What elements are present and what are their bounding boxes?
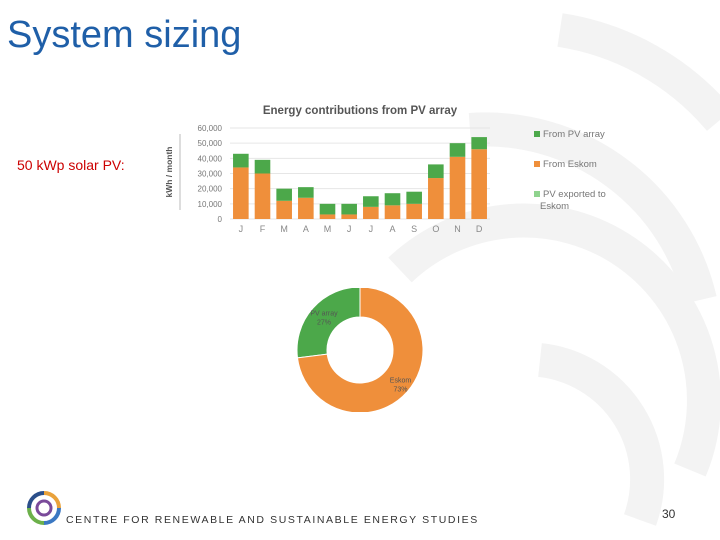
x-tick-label: N (454, 224, 461, 234)
bar-from-pv-array-10 (449, 143, 466, 157)
x-tick-label: M (324, 224, 332, 234)
bar-chart-title: Energy contributions from PV array (263, 105, 458, 117)
bar-from-pv-array-3 (298, 187, 314, 198)
donut-value-label: 27% (317, 319, 331, 326)
x-tick-label: F (260, 224, 266, 234)
donut-label: PV array (310, 310, 338, 317)
bar-from-pv-array-9 (428, 164, 444, 179)
y-tick-label: 40,000 (198, 154, 223, 163)
legend-swatch (534, 131, 540, 137)
y-tick-label: 0 (218, 215, 223, 224)
x-tick-label: A (303, 224, 309, 234)
x-tick-label: J (347, 224, 352, 234)
y-tick-label: 50,000 (198, 139, 223, 148)
bar-from-pv-array-5 (341, 203, 357, 215)
csres-logo-icon (27, 491, 61, 525)
legend-label: From Eskom (543, 159, 597, 170)
x-tick-label: J (239, 224, 244, 234)
bar-from-eskom-4 (319, 214, 336, 219)
energy-share-donut: PV array 27% Eskom 73% (296, 288, 424, 412)
bar-from-eskom-9 (428, 178, 444, 219)
bar-from-eskom-10 (449, 156, 466, 219)
donut-slice-pv-array (296, 288, 361, 359)
legend-label: From PV array (543, 129, 605, 140)
bar-chart-ylabel: kWh / month (164, 147, 174, 198)
x-tick-label: S (411, 224, 417, 234)
bar-from-pv-array-7 (384, 193, 401, 206)
y-tick-label: 30,000 (198, 170, 223, 179)
bar-from-pv-array-0 (233, 153, 249, 168)
bar-from-eskom-11 (471, 149, 487, 219)
energy-bar-chart: Energy contributions from PV array kWh /… (164, 105, 606, 234)
bar-from-eskom-6 (363, 206, 379, 219)
bar-from-pv-array-4 (319, 203, 336, 215)
page-number: 30 (662, 507, 676, 521)
bar-from-eskom-8 (406, 203, 422, 219)
bar-from-eskom-5 (341, 214, 357, 219)
bar-from-pv-array-8 (406, 191, 422, 204)
bar-from-eskom-2 (276, 200, 292, 219)
bar-from-eskom-7 (384, 205, 401, 219)
x-tick-label: J (369, 224, 374, 234)
system-size-label: 50 kWp solar PV: (17, 157, 125, 173)
bar-from-pv-array-11 (471, 137, 487, 150)
donut-label: Eskom (390, 378, 412, 385)
donut-value-label: 73% (393, 387, 407, 394)
bar-from-eskom-0 (233, 167, 249, 219)
organization-name: CENTRE FOR RENEWABLE AND SUSTAINABLE ENE… (66, 514, 479, 526)
y-tick-label: 60,000 (198, 124, 223, 133)
y-tick-label: 10,000 (198, 200, 223, 209)
y-tick-label: 20,000 (198, 185, 223, 194)
donut-slice-eskom (296, 288, 424, 412)
bar-from-pv-array-2 (276, 188, 292, 201)
legend-label: PV exported to Eskom (540, 189, 606, 212)
x-tick-label: A (389, 224, 395, 234)
x-tick-label: D (476, 224, 483, 234)
bar-from-eskom-3 (298, 197, 314, 219)
bar-from-eskom-1 (254, 173, 271, 219)
bar-from-pv-array-1 (254, 159, 271, 174)
legend-swatch (534, 191, 540, 197)
bar-from-pv-array-6 (363, 196, 379, 207)
x-tick-label: M (280, 224, 288, 234)
slide-title: System sizing (7, 14, 242, 56)
legend-swatch (534, 161, 540, 167)
x-tick-label: O (432, 224, 439, 234)
